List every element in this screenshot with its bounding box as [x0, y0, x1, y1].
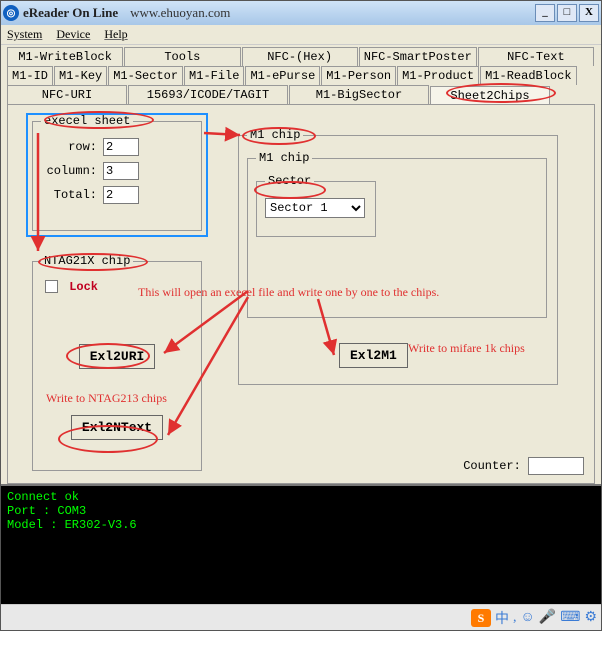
- tab-m1-product[interactable]: M1-Product: [397, 66, 479, 85]
- tab-m1-writeblock[interactable]: M1-WriteBlock: [7, 47, 123, 66]
- console-line: Connect ok: [7, 490, 595, 504]
- maximize-button[interactable]: □: [557, 4, 577, 22]
- menu-device[interactable]: Device: [56, 27, 90, 42]
- exl2uri-button[interactable]: Exl2URI: [79, 344, 156, 369]
- tab-m1-readblock[interactable]: M1-ReadBlock: [480, 66, 576, 85]
- tab-m1-id[interactable]: M1-ID: [7, 66, 53, 85]
- counter-input[interactable]: [528, 457, 584, 475]
- sector-legend: Sector: [265, 174, 314, 188]
- minimize-button[interactable]: _: [535, 4, 555, 22]
- keyboard-icon[interactable]: ⌨: [560, 609, 580, 626]
- tab-nfc-smartposter[interactable]: NFC-SmartPoster: [359, 47, 477, 66]
- tab-m1-key[interactable]: M1-Key: [54, 66, 107, 85]
- lock-label: Lock: [69, 280, 98, 294]
- tab-sheet2chips[interactable]: Sheet2Chips: [430, 86, 550, 105]
- m1-inner-fieldset: M1 chip Sector Sector 1: [247, 158, 547, 318]
- lang-icon[interactable]: 中: [495, 608, 509, 628]
- counter-label: Counter:: [463, 459, 521, 473]
- sector-fieldset: Sector Sector 1: [256, 181, 376, 237]
- tab-m1-person[interactable]: M1-Person: [321, 66, 396, 85]
- mic-icon[interactable]: 🎤: [539, 609, 556, 626]
- row-input[interactable]: [103, 138, 139, 156]
- exl2m1-button[interactable]: Exl2M1: [339, 343, 408, 368]
- m1-inner-legend: M1 chip: [256, 151, 312, 165]
- tab-m1-bigsector[interactable]: M1-BigSector: [289, 85, 429, 104]
- app-title: eReader On Line: [23, 5, 118, 21]
- tab-nfc-text[interactable]: NFC-Text: [478, 47, 594, 66]
- app-url: www.ehuoyan.com: [130, 5, 230, 21]
- tab-nfc-uri[interactable]: NFC-URI: [7, 85, 127, 104]
- console: Connect ok Port : COM3 Model : ER302-V3.…: [1, 484, 601, 604]
- close-button[interactable]: X: [579, 4, 599, 22]
- lock-checkbox[interactable]: [45, 280, 58, 293]
- gear-icon[interactable]: ⚙: [584, 609, 597, 626]
- excel-legend: execel sheet: [41, 114, 133, 128]
- m1-legend: M1 chip: [247, 128, 303, 142]
- console-line: Model : ER302-V3.6: [7, 518, 595, 532]
- ntag-legend: NTAG21X chip: [41, 254, 133, 268]
- status-bar: S 中 , ☺ 🎤 ⌨ ⚙: [1, 604, 601, 630]
- console-line: Port : COM3: [7, 504, 595, 518]
- sector-select[interactable]: Sector 1: [265, 198, 365, 218]
- dot-icon[interactable]: ,: [513, 610, 517, 626]
- ime-icon[interactable]: S: [471, 609, 491, 627]
- menu-system[interactable]: System: [7, 27, 42, 42]
- total-input[interactable]: [103, 186, 139, 204]
- tab-15693[interactable]: 15693/ICODE/TAGIT: [128, 85, 288, 104]
- tab-m1-epurse[interactable]: M1-ePurse: [245, 66, 320, 85]
- total-label: Total:: [41, 188, 97, 202]
- tab-content: execel sheet row: column: Total: NTAG21X…: [7, 104, 595, 484]
- row-label: row:: [41, 140, 97, 154]
- tab-m1-file[interactable]: M1-File: [184, 66, 244, 85]
- excel-fieldset: execel sheet row: column: Total:: [32, 121, 202, 231]
- tab-nfc-hex[interactable]: NFC-(Hex): [242, 47, 358, 66]
- app-icon: ◎: [3, 5, 19, 21]
- m1-fieldset: M1 chip M1 chip Sector Sector 1 Exl2M1: [238, 135, 558, 385]
- column-label: column:: [41, 164, 97, 178]
- tab-m1-sector[interactable]: M1-Sector: [108, 66, 183, 85]
- exl2ntext-button[interactable]: Exl2NText: [71, 415, 163, 440]
- menu-help[interactable]: Help: [104, 27, 127, 42]
- smile-icon[interactable]: ☺: [520, 610, 534, 626]
- tab-tools[interactable]: Tools: [124, 47, 240, 66]
- ntag-fieldset: NTAG21X chip Lock Exl2URI Exl2NText: [32, 261, 202, 471]
- column-input[interactable]: [103, 162, 139, 180]
